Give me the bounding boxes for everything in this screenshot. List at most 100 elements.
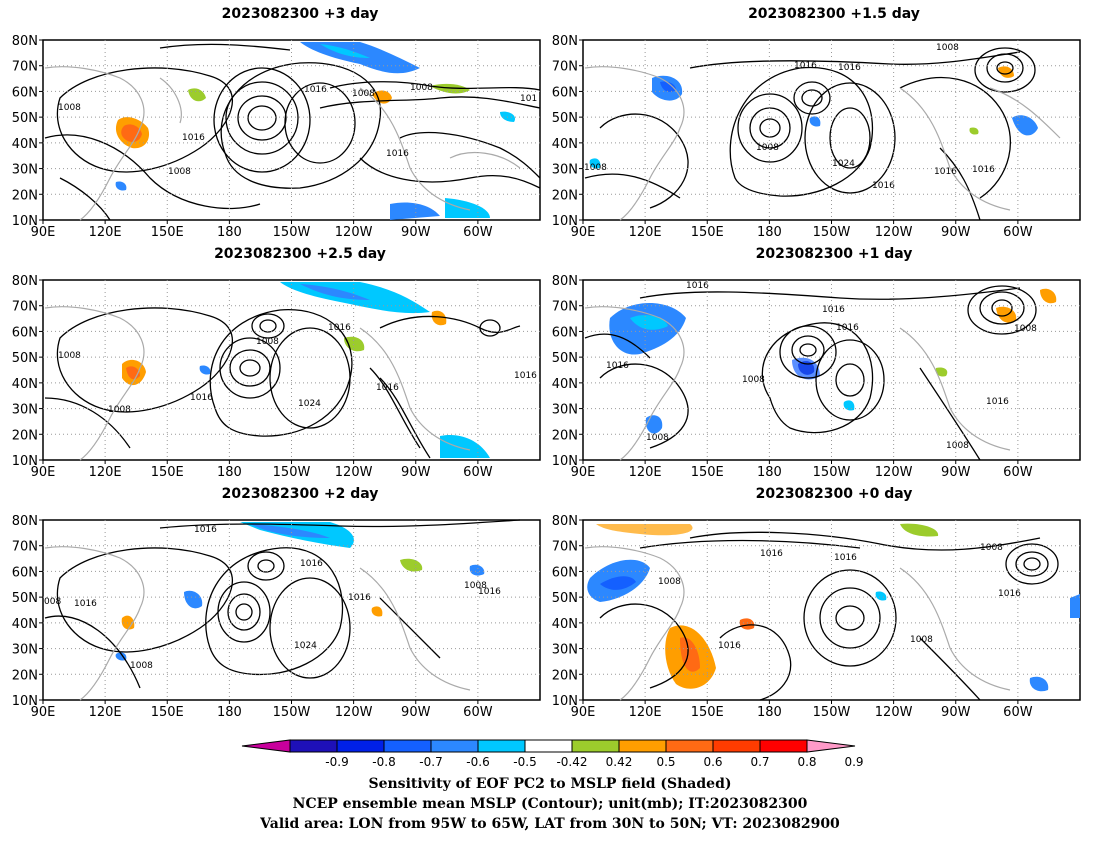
y-tick-label: 70N xyxy=(12,300,38,315)
contour-label: 1016 xyxy=(686,281,709,291)
colorbar-tick-label: -0.5 xyxy=(513,755,537,769)
y-tick-label: 10N xyxy=(12,694,38,709)
contour-label: 1008 xyxy=(58,351,81,361)
contour-label: 1008 xyxy=(256,337,279,347)
gridlines xyxy=(583,40,1080,220)
colorbar-segment xyxy=(806,739,856,753)
coastline xyxy=(44,546,471,701)
x-tick-label: 150W xyxy=(813,705,851,720)
y-axis-ticks: 80N 70N 60N 50N 40N 30N 20N 10N xyxy=(12,34,43,229)
contour-label: 1024 xyxy=(832,159,855,169)
contour-label: 1016 xyxy=(718,641,741,651)
mslp-contours xyxy=(584,285,1037,461)
x-tick-label: 150E xyxy=(691,225,724,240)
gridlines xyxy=(583,520,1080,700)
y-axis-ticks: 80N 70N 60N 50N 40N 30N 20N 10N xyxy=(12,514,43,709)
panel-title-6: 2023082300 +0 day xyxy=(755,486,913,502)
x-axis-ticks: 90E 120E 150E 180 150W 120W 90W 60W xyxy=(31,700,493,720)
x-axis-ticks: 90E 120E 150E 180 150W 120W 90W 60W xyxy=(31,220,493,240)
y-tick-label: 50N xyxy=(12,111,38,126)
y-tick-label: 40N xyxy=(552,617,578,632)
contour-label: 1016 xyxy=(934,167,957,177)
mslp-contours xyxy=(584,47,1036,221)
coastline xyxy=(584,66,1061,221)
x-tick-label: 180 xyxy=(757,225,782,240)
contour-label: 1008 xyxy=(658,577,681,587)
contour-labels: 1016 008 1016 1016 1016 1008 1016 1024 1… xyxy=(44,525,501,671)
contour-label: 1016 xyxy=(328,323,351,333)
colorbar-segment xyxy=(712,739,761,753)
contour-labels: 1016 1016 1016 1016 1008 1008 1008 1016 … xyxy=(606,281,1037,451)
x-tick-label: 120W xyxy=(875,705,913,720)
y-axis-ticks: 80N 70N 60N 50N 40N 30N 20N 10N xyxy=(552,34,583,229)
x-tick-label: 90E xyxy=(31,465,56,480)
colorbar-tick-labels: -0.9 -0.8 -0.7 -0.6 -0.5 -0.42 0.42 0.5 0.6 0.7 0.… xyxy=(0,755,1100,771)
x-tick-label: 150W xyxy=(273,465,311,480)
x-tick-label: 90W xyxy=(941,465,971,480)
y-tick-label: 40N xyxy=(12,617,38,632)
contour-label: 1008 xyxy=(352,89,375,99)
y-tick-label: 20N xyxy=(552,188,578,203)
colorbar-tick-label: -0.9 xyxy=(325,755,349,769)
contour-label: 008 xyxy=(44,597,61,607)
contour-label: 1016 xyxy=(794,61,817,71)
contour-label: 1024 xyxy=(298,399,321,409)
contour-label: 1008 xyxy=(980,543,1003,553)
map-panel-3: 1008 1008 1016 1016 1008 1024 1016 1016 … xyxy=(12,274,541,480)
x-tick-label: 90E xyxy=(571,225,596,240)
coastline xyxy=(584,306,1011,461)
y-tick-label: 30N xyxy=(12,163,38,178)
x-tick-label: 120E xyxy=(89,225,122,240)
y-axis-ticks: 80N 70N 60N 50N 40N 30N 20N 10N xyxy=(12,274,43,469)
caption-line-2: NCEP ensemble mean MSLP (Contour); unit(… xyxy=(292,796,808,812)
x-tick-label: 120E xyxy=(89,705,122,720)
x-tick-label: 60W xyxy=(463,225,493,240)
colorbar-tick-label: 0.5 xyxy=(656,755,676,769)
y-tick-label: 10N xyxy=(552,214,578,229)
contour-label: 1008 xyxy=(168,167,191,177)
mslp-contours xyxy=(44,43,541,221)
colorbar-tick-label: 0.9 xyxy=(844,755,864,769)
coastline xyxy=(44,66,521,221)
contour-label: 1016 xyxy=(606,361,629,371)
colorbar-tick-label: -0.8 xyxy=(372,755,396,769)
y-tick-label: 30N xyxy=(552,163,578,178)
colorbar-segment xyxy=(477,739,526,753)
x-tick-label: 120E xyxy=(89,465,122,480)
colorbar-tick-label: 0.6 xyxy=(703,755,723,769)
x-tick-label: 120E xyxy=(629,225,662,240)
panel-title-3: 2023082300 +2.5 day xyxy=(214,246,386,262)
gridlines xyxy=(583,280,1080,460)
x-axis-ticks: 90E 120E 150E 180 150W 120W 90W 60W xyxy=(571,460,1033,480)
y-tick-label: 40N xyxy=(552,377,578,392)
gridlines xyxy=(43,40,540,220)
x-tick-label: 90E xyxy=(571,705,596,720)
y-tick-label: 60N xyxy=(12,325,38,340)
x-tick-label: 90W xyxy=(401,705,431,720)
x-tick-label: 60W xyxy=(463,705,493,720)
x-tick-label: 120E xyxy=(629,705,662,720)
contour-label: 1016 xyxy=(838,63,861,73)
x-tick-label: 60W xyxy=(1003,225,1033,240)
x-tick-label: 150E xyxy=(691,465,724,480)
contour-label: 1016 xyxy=(386,149,409,159)
sensitivity-shading xyxy=(587,523,1080,692)
y-tick-label: 80N xyxy=(12,514,38,529)
y-tick-label: 30N xyxy=(12,643,38,658)
panel-title-1: 2023082300 +3 day xyxy=(221,6,379,22)
contour-label: 1016 xyxy=(194,525,217,535)
y-tick-label: 80N xyxy=(552,274,578,289)
y-tick-label: 80N xyxy=(12,34,38,49)
contour-label: 1016 xyxy=(822,305,845,315)
contour-label: 1008 xyxy=(756,143,779,153)
y-tick-label: 60N xyxy=(12,85,38,100)
y-tick-label: 70N xyxy=(12,540,38,555)
contour-label: 1008 xyxy=(946,441,969,451)
panel-title-2: 2023082300 +1.5 day xyxy=(748,6,920,22)
y-tick-label: 30N xyxy=(552,403,578,418)
map-panel-2: 1008 1016 1016 1008 1008 1024 1016 1016 … xyxy=(552,34,1081,240)
x-tick-label: 180 xyxy=(217,465,242,480)
x-tick-label: 90W xyxy=(941,225,971,240)
y-axis-ticks: 80N 70N 60N 50N 40N 30N 20N 10N xyxy=(552,514,583,709)
contour-label: 1016 xyxy=(998,589,1021,599)
